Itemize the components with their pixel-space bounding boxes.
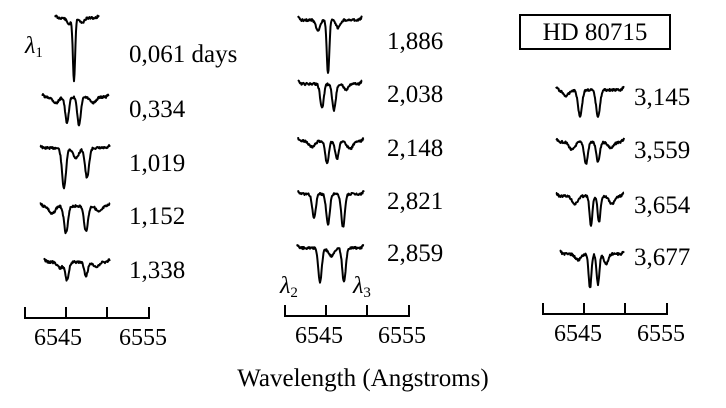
- line-profile-5: [43, 257, 111, 282]
- phase-label-14: 3,677: [634, 244, 691, 271]
- lambda3-label: λ3: [353, 273, 371, 301]
- line-profile-12: [555, 137, 625, 165]
- lambda1-label: λ1: [25, 33, 43, 61]
- phase-label-1: 0,061 days: [129, 41, 238, 68]
- phase-label-8: 2,148: [387, 135, 444, 162]
- axis3-tick-6555: 6555: [637, 321, 685, 347]
- axis1-tick-6555: 6555: [119, 325, 167, 351]
- star-name: HD 80715: [542, 19, 648, 46]
- line-profile-13: [555, 191, 625, 227]
- phase-label-2: 0,334: [129, 96, 186, 123]
- line-profile-4: [39, 202, 111, 235]
- phase-label-12: 3,559: [634, 137, 691, 164]
- axis2-tick-6545: 6545: [295, 323, 343, 349]
- line-profile-9: [297, 190, 365, 228]
- phase-label-13: 3,654: [634, 192, 691, 219]
- wavelength-axis-1: [24, 307, 150, 319]
- phase-label-10: 2,859: [387, 240, 444, 267]
- phase-label-4: 1,152: [129, 203, 186, 230]
- line-profile-1: [54, 14, 100, 83]
- line-profile-6: [297, 15, 363, 74]
- phase-label-7: 2,038: [387, 81, 444, 108]
- axis2-tick-6555: 6555: [378, 323, 426, 349]
- phase-label-9: 2,821: [387, 188, 444, 215]
- line-profile-14: [559, 249, 625, 289]
- axis3-tick-6545: 6545: [554, 321, 602, 347]
- line-profile-10: [296, 244, 365, 284]
- phase-label-11: 3,145: [634, 84, 691, 111]
- line-profile-7: [297, 79, 363, 112]
- line-profile-8: [297, 136, 365, 165]
- line-profile-3: [39, 144, 111, 190]
- phase-label-6: 1,886: [387, 28, 444, 55]
- wavelength-axis-2: [284, 305, 410, 317]
- wavelength-axis-3: [542, 303, 668, 315]
- lambda2-label: λ2: [280, 273, 298, 301]
- axis1-tick-6545: 6545: [34, 325, 82, 351]
- star-name-box: HD 80715: [519, 14, 671, 50]
- line-profile-11: [555, 85, 625, 118]
- phase-label-5: 1,338: [129, 257, 186, 284]
- line-profile-2: [41, 93, 110, 127]
- phase-label-3: 1,019: [129, 150, 186, 177]
- x-axis-title: Wavelength (Angstroms): [237, 365, 489, 392]
